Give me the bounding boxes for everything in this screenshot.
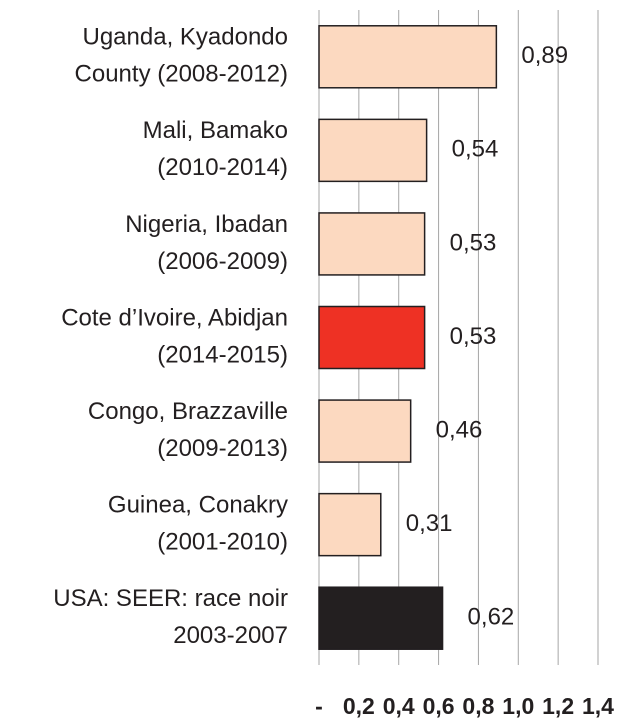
value-label: 0,54 (452, 136, 499, 163)
value-label: 0,89 (521, 42, 568, 69)
bar (318, 399, 412, 463)
x-tick-label: 1,4 (582, 693, 614, 719)
bar (318, 492, 382, 557)
category-label: (2014-2015) (157, 341, 288, 368)
value-label: 0,46 (436, 416, 483, 443)
bar (318, 305, 426, 370)
category-label: USA: SEER: race noir (53, 585, 288, 612)
category-label: County (2008-2012) (75, 61, 288, 88)
x-tick-label: 0,8 (462, 693, 494, 719)
bar (318, 25, 498, 89)
value-label: 0,53 (450, 229, 497, 256)
category-label: 2003-2007 (173, 622, 288, 649)
category-label: Uganda, Kyadondo (83, 24, 289, 51)
bar (318, 212, 426, 276)
category-label: (2010-2014) (157, 154, 288, 181)
bar (318, 586, 444, 650)
x-tick-label: - (315, 693, 323, 719)
category-label: Mali, Bamako (143, 117, 288, 144)
x-tick-label: 0,4 (383, 693, 415, 719)
x-tick-label: 0,6 (423, 693, 455, 719)
category-label: (2001-2010) (157, 528, 288, 555)
category-label: Cote d’Ivoire, Abidjan (61, 304, 288, 331)
category-label: (2009-2013) (157, 435, 288, 462)
category-label: Congo, Brazzaville (88, 398, 288, 425)
category-label: Nigeria, Ibadan (125, 211, 288, 238)
category-label: Guinea, Conakry (108, 491, 288, 518)
bar (318, 118, 428, 183)
x-tick-label: 1,2 (542, 693, 574, 719)
category-label: (2006-2009) (157, 248, 288, 275)
x-tick-label: 1,0 (502, 693, 534, 719)
value-label: 0,31 (406, 510, 453, 537)
x-tick-label: 0,2 (343, 693, 375, 719)
value-label: 0,62 (468, 604, 515, 631)
value-label: 0,53 (450, 323, 497, 350)
